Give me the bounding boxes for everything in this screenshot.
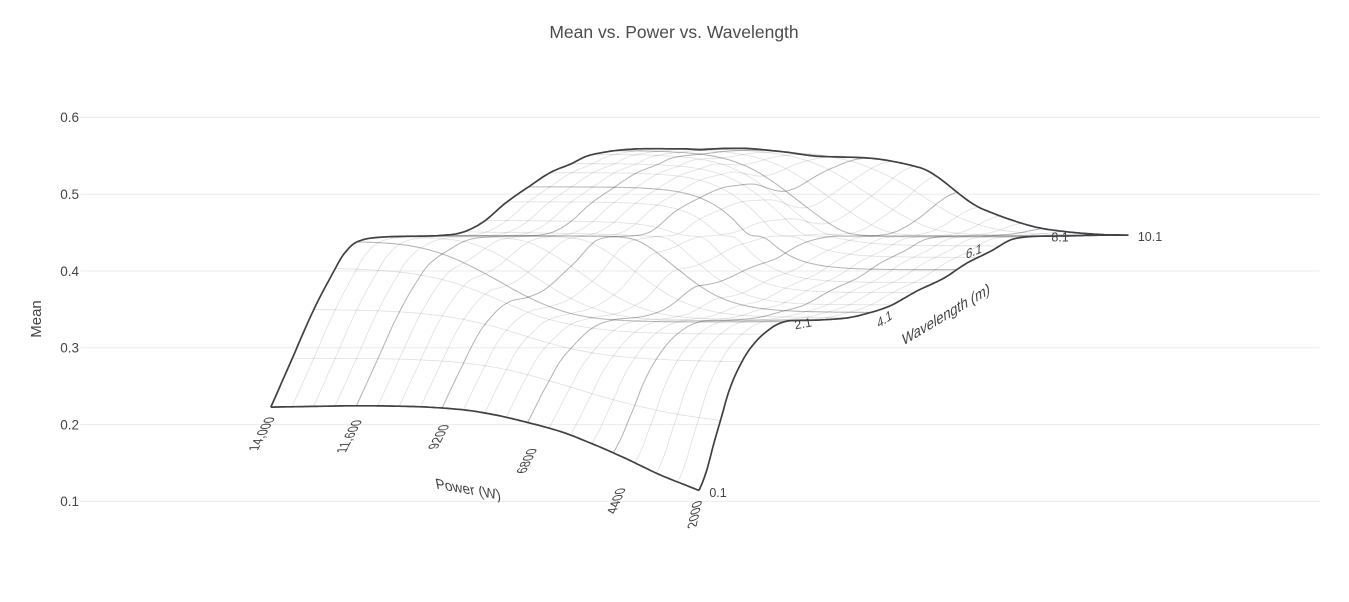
svg-text:2000: 2000	[684, 499, 705, 531]
svg-text:8.1: 8.1	[1051, 230, 1068, 244]
svg-text:Mean: Mean	[28, 300, 45, 338]
svg-text:6.1: 6.1	[966, 240, 983, 262]
svg-text:10.1: 10.1	[1138, 230, 1162, 244]
svg-text:0.6: 0.6	[60, 110, 79, 125]
svg-text:0.4: 0.4	[60, 264, 79, 279]
svg-text:Mean vs. Power vs. Wavelength: Mean vs. Power vs. Wavelength	[549, 22, 798, 42]
svg-text:0.3: 0.3	[60, 341, 79, 356]
svg-text:0.5: 0.5	[60, 187, 79, 202]
svg-text:0.1: 0.1	[60, 494, 79, 509]
svg-text:0.2: 0.2	[60, 417, 79, 432]
svg-text:2.1: 2.1	[793, 315, 813, 332]
svg-text:0.1: 0.1	[709, 486, 726, 500]
